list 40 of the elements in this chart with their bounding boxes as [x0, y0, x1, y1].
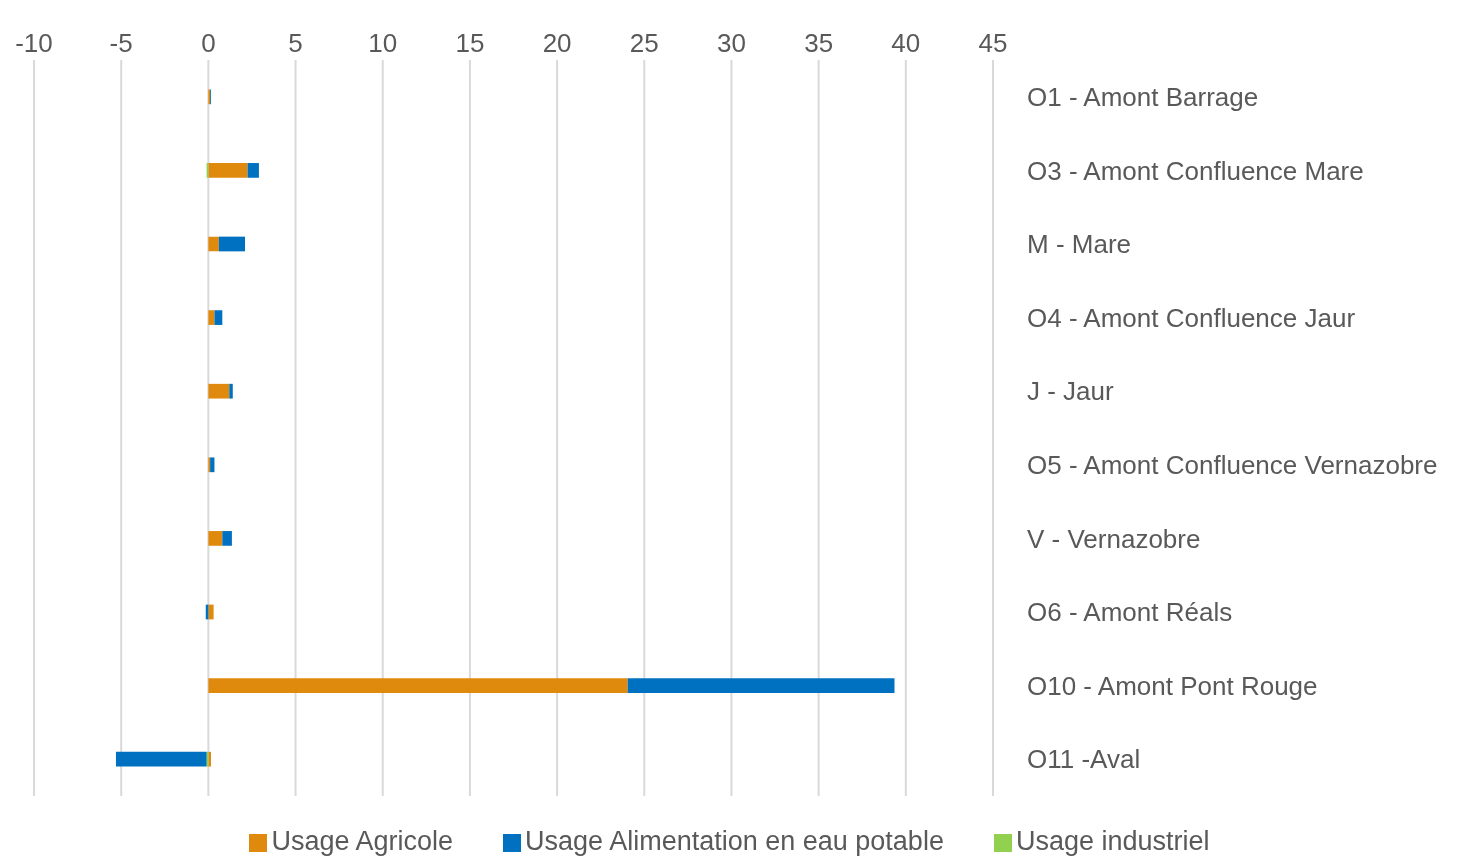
y-tick-label: O4 - Amont Confluence Jaur — [1027, 302, 1356, 333]
x-tick-label: 0 — [201, 28, 216, 58]
bar — [208, 310, 215, 325]
y-tick-label: O1 - Amont Barrage — [1027, 82, 1259, 113]
bar — [214, 310, 223, 325]
legend-label: Usage industriel — [1015, 826, 1210, 856]
x-tick-label: 45 — [978, 28, 1008, 58]
x-tick-label: 25 — [629, 28, 659, 58]
bar — [208, 531, 223, 546]
bar — [627, 678, 895, 693]
x-tick-label: 10 — [368, 28, 398, 58]
x-tick-label: -10 — [15, 28, 53, 58]
y-tick-label: O10 - Amont Pont Rouge — [1027, 670, 1318, 701]
x-tick-label: 40 — [891, 28, 921, 58]
x-tick-label: 15 — [455, 28, 485, 58]
y-tick-label: V - Vernazobre — [1027, 523, 1201, 554]
legend-label: Usage Alimentation en eau potable — [525, 826, 944, 856]
x-tick-label: 20 — [542, 28, 572, 58]
bar — [208, 383, 230, 399]
bar — [210, 457, 215, 473]
y-tick-label: O11 -Aval — [1027, 744, 1141, 775]
y-tick-label: O5 - Amont Confluence Vernazobre — [1027, 450, 1438, 481]
legend-label: Usage Agricole — [271, 826, 454, 856]
x-tick-label: 30 — [716, 28, 746, 58]
y-tick-label: M - Mare — [1027, 229, 1131, 260]
bar — [229, 383, 233, 399]
bar — [208, 678, 628, 693]
bar — [218, 236, 245, 252]
y-tick-label: O6 - Amont Réals — [1027, 597, 1233, 628]
y-tick-label: J - Jaur — [1027, 376, 1115, 407]
x-tick-label: 5 — [288, 28, 303, 58]
bar — [208, 604, 214, 620]
x-tick-label: 35 — [804, 28, 834, 58]
bar — [208, 236, 219, 252]
y-tick-label: O3 - Amont Confluence Mare — [1027, 155, 1364, 186]
bar — [208, 163, 248, 178]
bar — [247, 163, 259, 178]
bar — [115, 751, 207, 767]
x-tick-label: -5 — [109, 28, 133, 58]
bar — [222, 531, 232, 546]
